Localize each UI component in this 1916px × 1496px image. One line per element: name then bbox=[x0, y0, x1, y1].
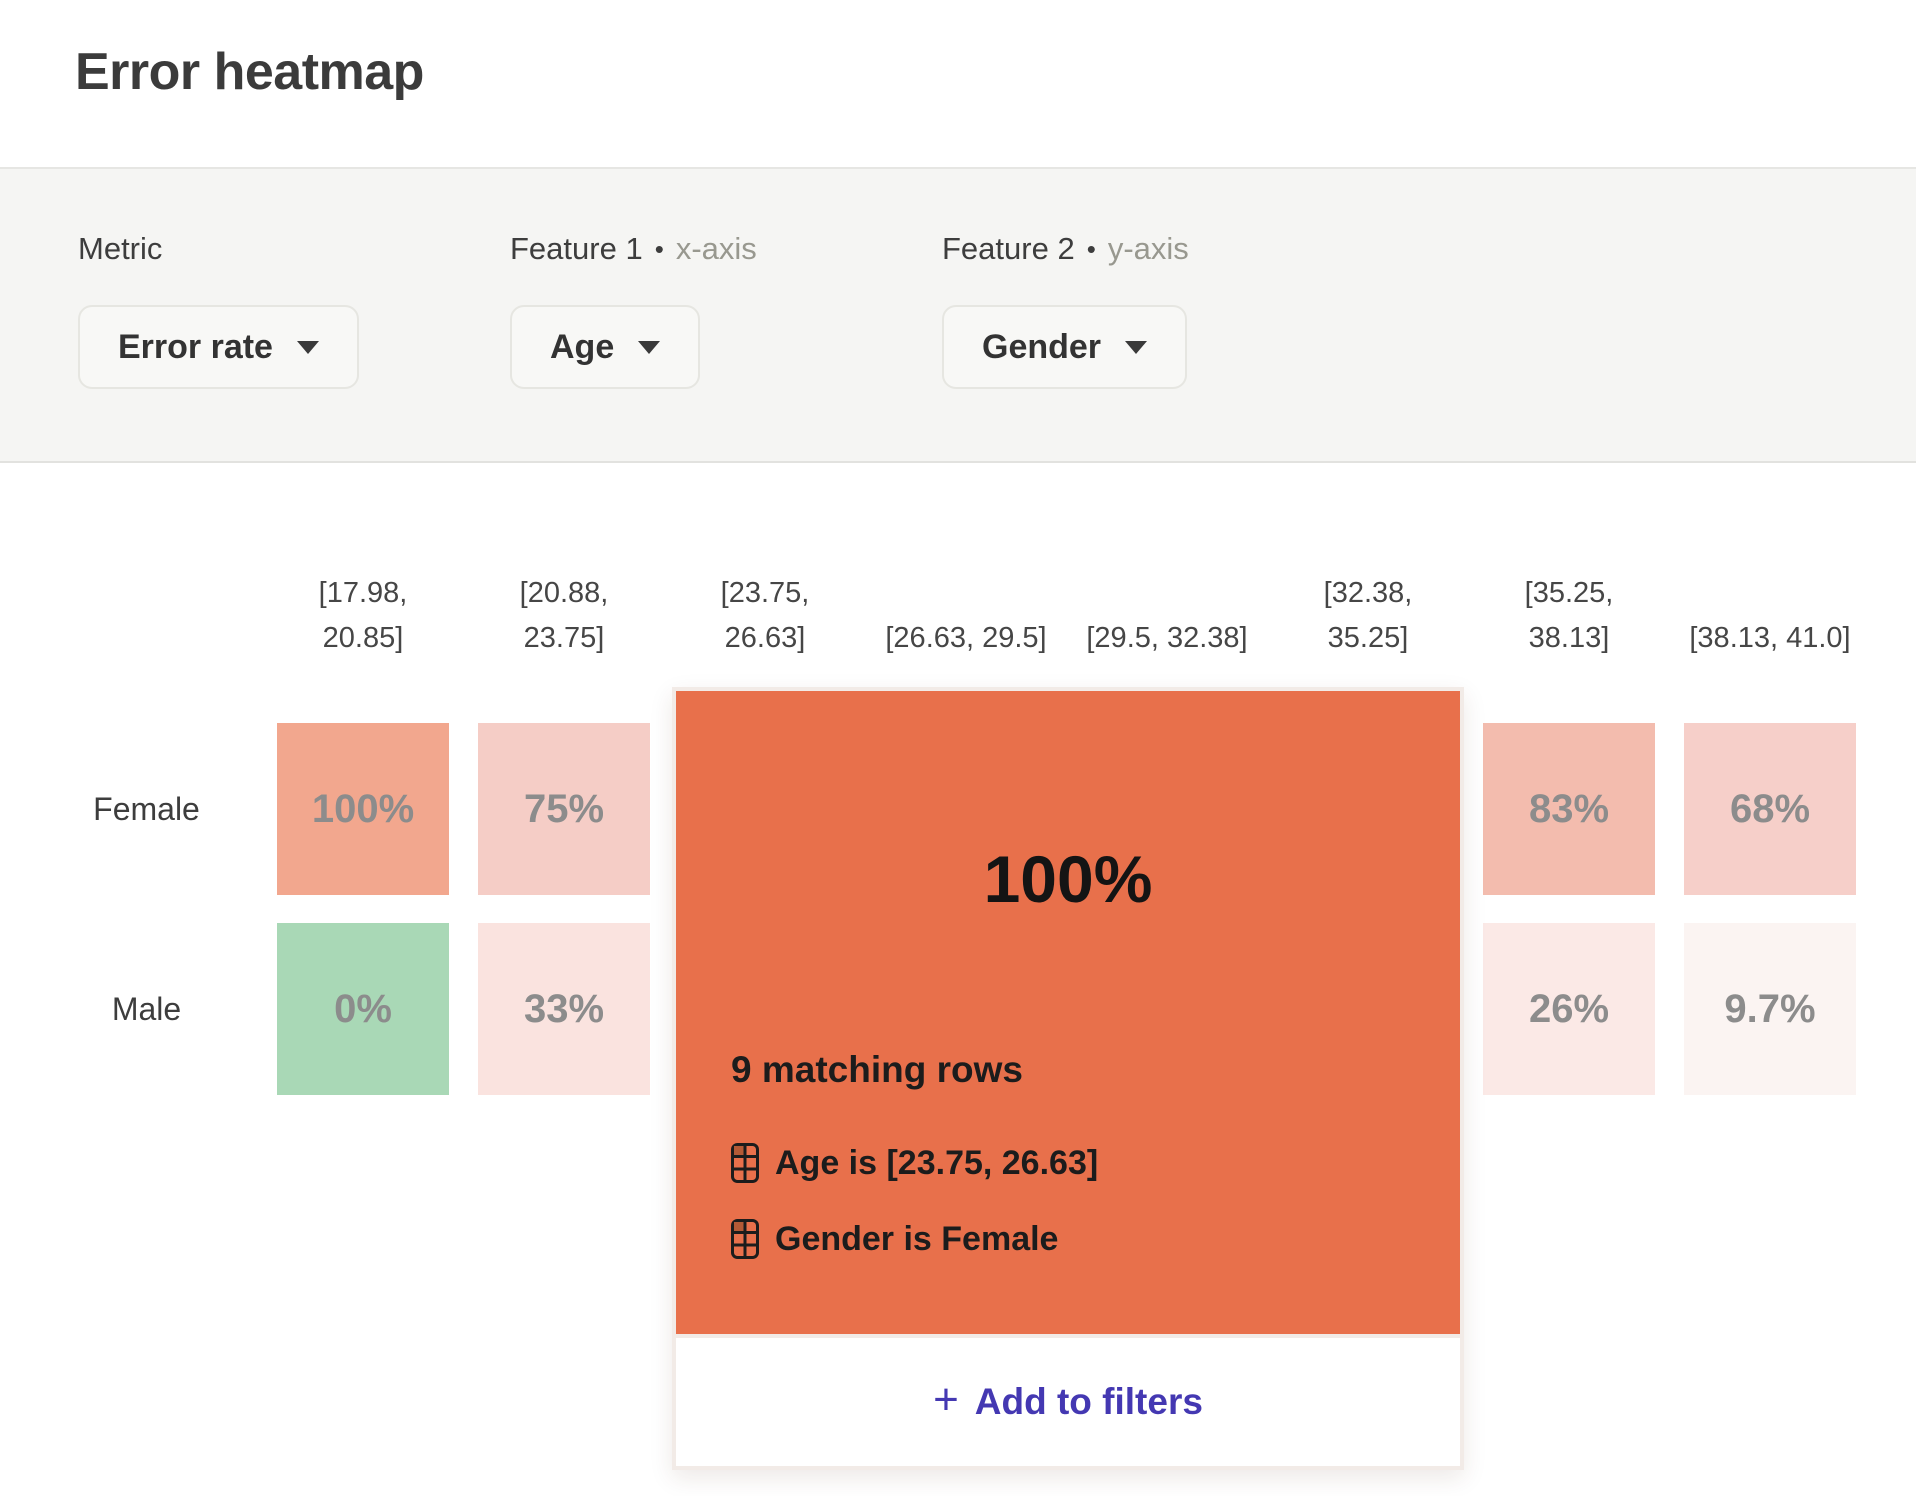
page-title: Error heatmap bbox=[75, 43, 424, 101]
feature1-label: Feature 1 • x-axis bbox=[510, 231, 757, 266]
heatmap-corner bbox=[75, 463, 248, 695]
error-heatmap-grid: [17.98, 20.85] [20.88, 23.75] [23.75, 26.6… bbox=[75, 463, 1856, 1095]
heatmap-cell[interactable]: 9.7% bbox=[1684, 923, 1856, 1095]
metric-filter-group: Metric Error rate bbox=[78, 229, 359, 389]
bullet-separator: • bbox=[1086, 233, 1096, 264]
feature2-dropdown[interactable]: Gender bbox=[942, 305, 1188, 389]
add-to-filters-button[interactable]: + Add to filters bbox=[933, 1375, 1203, 1424]
matching-rows-text: 9 matching rows bbox=[731, 1049, 1023, 1090]
column-header: [32.38, 35.25] bbox=[1323, 577, 1413, 655]
feature2-dropdown-value: Gender bbox=[982, 327, 1102, 366]
x-axis-hint: x-axis bbox=[675, 231, 757, 266]
column-header: [17.98, 20.85] bbox=[318, 577, 408, 655]
column-header: [29.5, 32.38] bbox=[1086, 622, 1248, 655]
table-icon bbox=[731, 1219, 759, 1259]
chevron-down-icon bbox=[638, 340, 661, 354]
cell-detail-popup: 100% 9 matching rows Age is [23.75, 26.6… bbox=[672, 687, 1464, 1470]
row-label: Male bbox=[111, 990, 182, 1027]
selected-cell-value: 100% bbox=[983, 842, 1153, 916]
metric-label: Metric bbox=[78, 231, 163, 266]
heatmap-cell[interactable]: 26% bbox=[1483, 923, 1655, 1095]
popup-filter-text: Age is [23.75, 26.63] bbox=[775, 1143, 1099, 1182]
feature1-filter-group: Feature 1 • x-axis Age bbox=[510, 229, 757, 389]
feature1-dropdown-value: Age bbox=[550, 327, 615, 366]
popup-filter-text: Gender is Female bbox=[775, 1219, 1059, 1258]
feature2-label: Feature 2 • y-axis bbox=[942, 231, 1189, 266]
filter-bar: Metric Error rate Feature 1 • x-axis Age… bbox=[0, 167, 1916, 463]
heatmap-cell[interactable]: 100% bbox=[277, 723, 449, 895]
row-label: Female bbox=[93, 790, 200, 827]
heatmap-cell[interactable]: 0% bbox=[277, 923, 449, 1095]
metric-dropdown-value: Error rate bbox=[118, 327, 273, 366]
chevron-down-icon bbox=[296, 340, 319, 354]
table-icon bbox=[731, 1143, 759, 1183]
popup-footer: + Add to filters bbox=[676, 1334, 1460, 1466]
add-to-filters-label: Add to filters bbox=[974, 1381, 1203, 1422]
column-header: [35.25, 38.13] bbox=[1524, 577, 1614, 655]
popup-filter-row: Gender is Female bbox=[731, 1219, 1058, 1259]
chevron-down-icon bbox=[1125, 340, 1148, 354]
column-header: [38.13, 41.0] bbox=[1689, 622, 1851, 655]
bullet-separator: • bbox=[654, 233, 664, 264]
column-header: [26.63, 29.5] bbox=[885, 622, 1047, 655]
plus-icon: + bbox=[933, 1375, 959, 1424]
heatmap-cell[interactable]: 75% bbox=[478, 723, 650, 895]
heatmap-cell[interactable]: 33% bbox=[478, 923, 650, 1095]
feature2-filter-group: Feature 2 • y-axis Gender bbox=[942, 229, 1189, 389]
heatmap-cell[interactable]: 83% bbox=[1483, 723, 1655, 895]
column-header: [23.75, 26.63] bbox=[720, 577, 810, 655]
feature1-dropdown[interactable]: Age bbox=[510, 305, 701, 389]
y-axis-hint: y-axis bbox=[1107, 231, 1189, 266]
popup-filter-row: Age is [23.75, 26.63] bbox=[731, 1143, 1098, 1183]
column-header: [20.88, 23.75] bbox=[519, 577, 609, 655]
selected-cell: 100% 9 matching rows Age is [23.75, 26.6… bbox=[676, 691, 1460, 1334]
heatmap-cell[interactable]: 68% bbox=[1684, 723, 1856, 895]
metric-dropdown[interactable]: Error rate bbox=[78, 305, 359, 389]
